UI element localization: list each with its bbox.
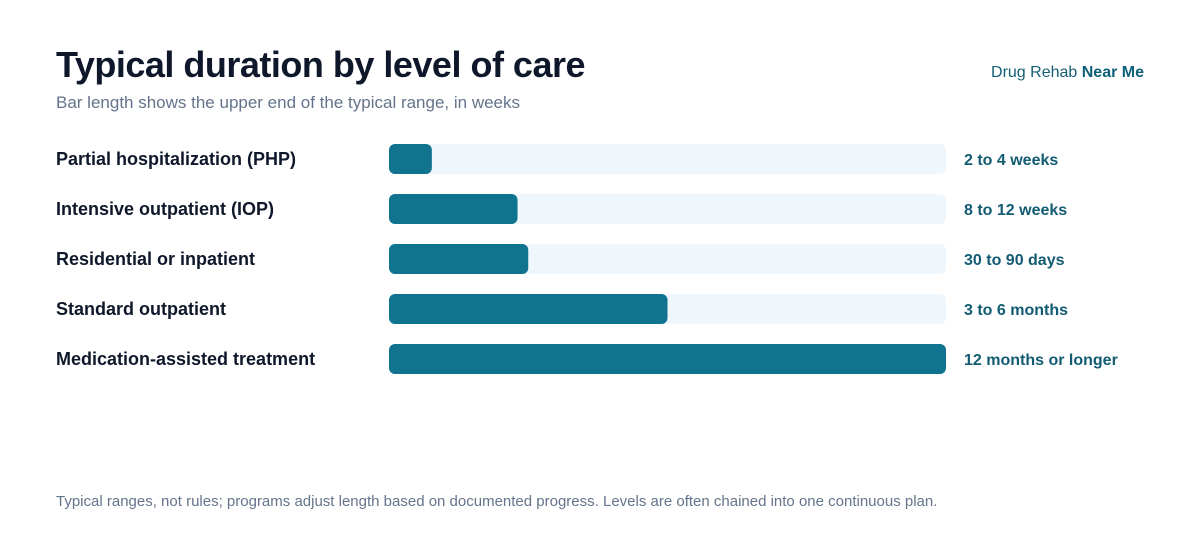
value-label: 8 to 12 weeks: [964, 202, 1067, 219]
category-label: Residential or inpatient: [56, 249, 255, 269]
category-label: Partial hospitalization (PHP): [56, 149, 296, 169]
brand-strong: Near Me: [1081, 64, 1144, 81]
bar-track: [389, 144, 946, 174]
brand-logo: Drug Rehab Near Me: [991, 64, 1144, 82]
chart-title: Typical duration by level of care: [56, 44, 586, 85]
bar: [389, 294, 668, 324]
bar: [389, 244, 529, 274]
brand-prefix: Drug Rehab: [991, 64, 1078, 81]
value-label: 30 to 90 days: [964, 252, 1065, 269]
category-label: Standard outpatient: [56, 299, 226, 319]
value-label: 3 to 6 months: [964, 302, 1068, 319]
value-label: 12 months or longer: [964, 352, 1118, 369]
chart-subtitle: Bar length shows the upper end of the ty…: [56, 93, 521, 112]
category-label: Medication-assisted treatment: [56, 349, 315, 369]
bar: [389, 144, 432, 174]
value-label: 2 to 4 weeks: [964, 152, 1058, 169]
bar: [389, 194, 518, 224]
bar-chart: Partial hospitalization (PHP) 2 to 4 week…: [56, 144, 1118, 374]
chart-footnote: Typical ranges, not rules; programs adju…: [56, 493, 938, 510]
category-label: Intensive outpatient (IOP): [56, 199, 274, 219]
bar: [389, 344, 946, 374]
bar-track: [389, 194, 946, 224]
